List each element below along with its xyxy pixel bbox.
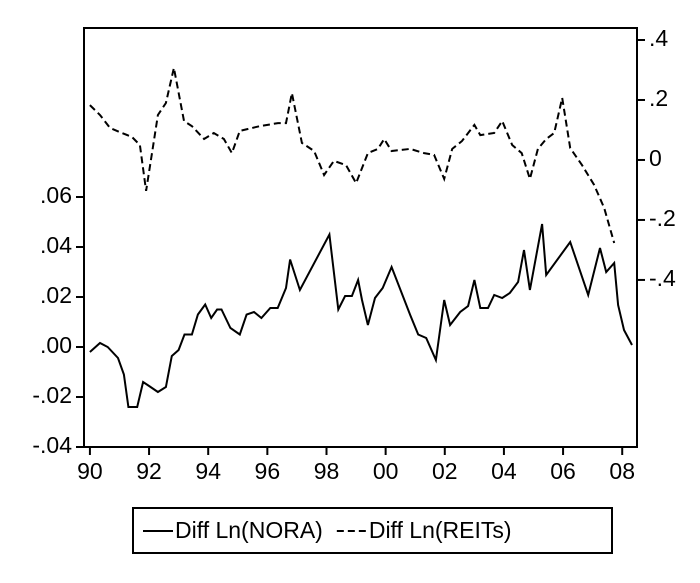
legend-label: Diff Ln(REITs) (369, 517, 512, 543)
x-tick-label: 06 (550, 458, 576, 484)
y-tick-label: .02 (40, 282, 72, 308)
y-tick-label: .00 (40, 332, 72, 358)
y-tick-label: .06 (40, 182, 72, 208)
legend-box (132, 507, 613, 554)
x-tick-label: 96 (255, 458, 281, 484)
x-tick-label: 92 (136, 458, 162, 484)
y-tick-label: -.02 (32, 382, 72, 408)
y2-tick-label: .2 (649, 85, 668, 111)
y2-tick-label: -.4 (649, 265, 676, 291)
x-tick-label: 98 (314, 458, 340, 484)
y2-tick-label: -.2 (649, 205, 676, 231)
series-line (89, 67, 616, 244)
plot-frame (83, 27, 638, 448)
x-tick-label: 04 (491, 458, 517, 484)
y-tick-label: .04 (40, 232, 72, 258)
y2-tick-label: .4 (649, 25, 668, 51)
series-line (89, 223, 633, 408)
x-tick-label: 94 (195, 458, 221, 484)
x-tick-label: 02 (432, 458, 458, 484)
y2-tick-label: 0 (649, 145, 662, 171)
x-tick-label: 08 (609, 458, 635, 484)
legend-label: Diff Ln(NORA) (175, 517, 323, 543)
x-tick-label: 00 (373, 458, 399, 484)
y-tick-label: -.04 (32, 432, 72, 458)
x-tick-label: 90 (77, 458, 103, 484)
